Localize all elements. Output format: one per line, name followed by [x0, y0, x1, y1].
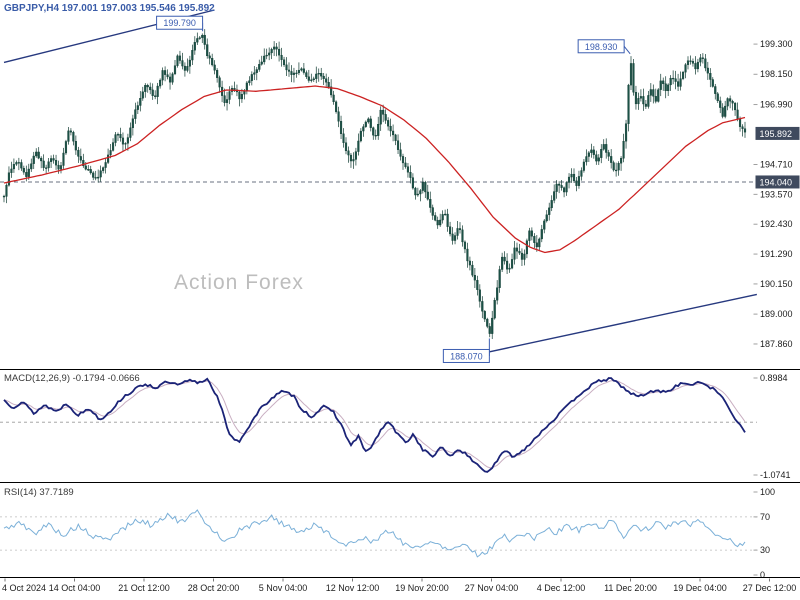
svg-text:19 Nov 20:00: 19 Nov 20:00	[395, 583, 449, 593]
svg-text:11 Dec 20:00: 11 Dec 20:00	[604, 583, 657, 593]
svg-text:188.070: 188.070	[450, 351, 483, 361]
svg-text:4 Dec 12:00: 4 Dec 12:00	[537, 583, 586, 593]
svg-text:100: 100	[760, 487, 775, 497]
rsi-panel[interactable]	[0, 509, 757, 558]
svg-text:187.860: 187.860	[760, 339, 793, 349]
svg-text:190.150: 190.150	[760, 279, 793, 289]
svg-text:12 Nov 12:00: 12 Nov 12:00	[326, 583, 380, 593]
svg-text:199.300: 199.300	[760, 39, 793, 49]
main-price-panel[interactable]	[0, 9, 757, 355]
svg-text:189.000: 189.000	[760, 309, 793, 319]
svg-text:191.290: 191.290	[760, 249, 793, 259]
svg-text:195.892: 195.892	[760, 129, 793, 139]
macd-panel[interactable]	[0, 377, 757, 473]
svg-text:27 Dec 12:00: 27 Dec 12:00	[743, 583, 797, 593]
panel-dividers	[0, 369, 800, 578]
price-axis[interactable]: 199.300 198.150 196.990 194.710 193.570 192.4…	[753, 39, 800, 580]
svg-text:14 Oct 04:00: 14 Oct 04:00	[49, 583, 101, 593]
time-axis[interactable]: 4 Oct 2024 14 Oct 04:00 21 Oct 12:00 28 Oct…	[2, 578, 797, 594]
svg-text:198.930: 198.930	[585, 42, 618, 52]
svg-text:4 Oct 2024: 4 Oct 2024	[2, 583, 46, 593]
svg-text:27 Nov 04:00: 27 Nov 04:00	[465, 583, 519, 593]
symbol-ohlc-label: GBPJPY,H4 197.001 197.003 195.546 195.89…	[4, 3, 215, 14]
svg-text:198.150: 198.150	[760, 69, 793, 79]
svg-text:30: 30	[760, 545, 770, 555]
svg-text:199.790: 199.790	[163, 18, 196, 28]
watermark: Action Forex	[174, 271, 304, 294]
svg-text:5 Nov 04:00: 5 Nov 04:00	[259, 583, 308, 593]
svg-text:193.570: 193.570	[760, 189, 793, 199]
macd-indicator-label: MACD(12,26,9) -0.1794 -0.0666	[4, 373, 140, 384]
svg-text:194.710: 194.710	[760, 159, 793, 169]
svg-text:194.040: 194.040	[760, 177, 793, 187]
rsi-indicator-label: RSI(14) 37.7189	[4, 487, 74, 498]
svg-text:0.8984: 0.8984	[760, 373, 788, 383]
svg-text:19 Dec 04:00: 19 Dec 04:00	[673, 583, 727, 593]
svg-text:0: 0	[760, 570, 765, 580]
svg-text:192.430: 192.430	[760, 219, 793, 229]
svg-text:21 Oct 12:00: 21 Oct 12:00	[118, 583, 170, 593]
price-annotations: 199.790 198.930 188.070	[156, 15, 631, 363]
svg-text:70: 70	[760, 512, 770, 522]
svg-text:196.990: 196.990	[760, 100, 793, 110]
svg-text:-1.0741: -1.0741	[760, 470, 791, 480]
svg-text:28 Oct 20:00: 28 Oct 20:00	[188, 583, 240, 593]
